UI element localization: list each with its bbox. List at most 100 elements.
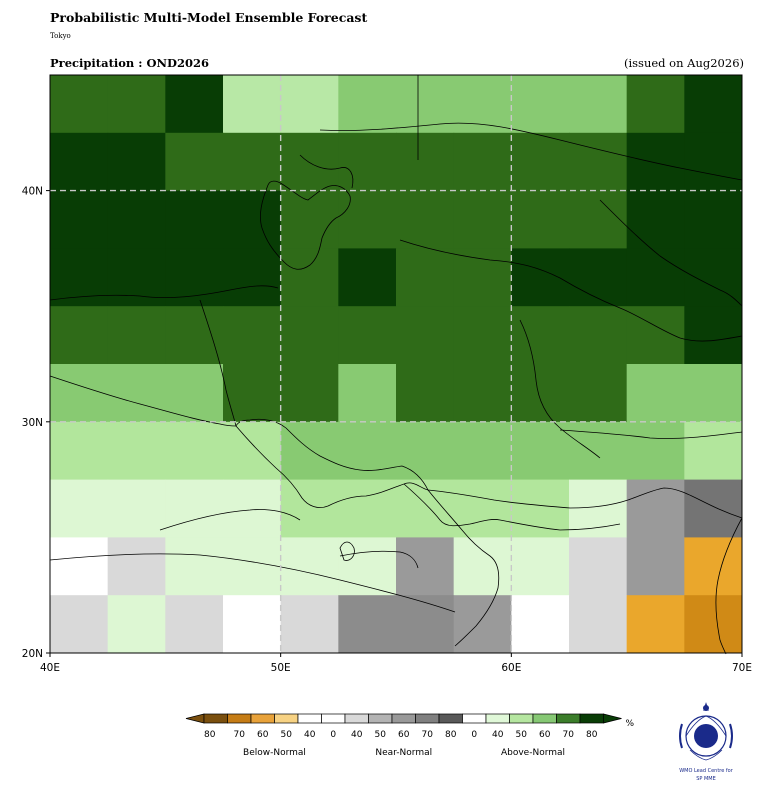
border-afghanistan xyxy=(399,239,743,342)
graticule xyxy=(50,75,742,653)
y-tick-label: 30N xyxy=(22,417,43,429)
grid-cell xyxy=(50,595,109,654)
wmo-emblem-icon xyxy=(679,702,733,761)
wmo-logo: WMO Lead Centre for SP MME xyxy=(679,702,734,782)
grid-cell xyxy=(453,75,512,134)
colorbar-group-label: Above-Normal xyxy=(501,748,565,758)
grid-cell xyxy=(280,364,339,423)
grid-cell xyxy=(511,364,570,423)
grid-cell xyxy=(107,132,166,192)
colorbar-tick-label: 40 xyxy=(304,730,316,740)
grid-cell xyxy=(626,248,685,307)
colorbar-group-label: Below-Normal xyxy=(243,748,306,758)
colorbar-segment xyxy=(227,713,252,724)
grid-cell xyxy=(223,537,282,596)
colorbar-segment xyxy=(415,713,440,724)
colorbar-right-arrow xyxy=(603,713,622,724)
border-iraq xyxy=(199,299,237,427)
grid-cell xyxy=(569,595,628,654)
colorbar-segment xyxy=(556,713,581,724)
grid-cell xyxy=(569,306,628,365)
grid-cell xyxy=(280,75,339,134)
grid-cell xyxy=(684,75,743,134)
grid-cell xyxy=(453,421,512,481)
grid-cell xyxy=(511,248,570,307)
grid-cell xyxy=(223,190,282,249)
grid-cell xyxy=(107,190,166,249)
colorbar-tick-label: 80 xyxy=(204,730,216,740)
y-tick-label: 20N xyxy=(22,648,43,660)
border-iran-east xyxy=(519,319,601,459)
grid-cell xyxy=(453,132,512,192)
logo-text-line1: WMO Lead Centre for xyxy=(679,768,734,774)
grid-cell xyxy=(165,364,224,423)
colorbar-segment xyxy=(203,713,228,724)
qatar-peninsula xyxy=(339,541,355,561)
grid-cell xyxy=(107,364,166,423)
colorbar-left-arrow xyxy=(185,713,205,724)
grid-cell xyxy=(569,537,628,596)
west-coast xyxy=(49,375,237,427)
grid-cell xyxy=(396,595,455,654)
border-afghan-south xyxy=(559,429,743,439)
logo-text-line2: SP MME xyxy=(696,776,716,782)
grid-cell xyxy=(684,421,743,481)
grid-cell xyxy=(165,248,224,307)
grid-cell xyxy=(50,190,109,249)
x-tick-label: 70E xyxy=(732,662,752,674)
grid-cell xyxy=(511,132,570,192)
colorbar-segment xyxy=(297,713,322,724)
grid-cell xyxy=(223,75,282,134)
colorbar-tick-label: 50 xyxy=(516,730,528,740)
grid-cell xyxy=(511,75,570,134)
grid-cell xyxy=(338,479,397,538)
legend-colorbar: 80 70 60 50 40 0 40 50 60 70 80 0 40 50 60 70 80% Below-N… xyxy=(185,713,635,758)
grid-cell xyxy=(569,364,628,423)
grid-cell xyxy=(684,132,743,192)
uae-border xyxy=(339,550,419,569)
grid-cell xyxy=(50,132,109,192)
grid-cell xyxy=(569,132,628,192)
grid-cell xyxy=(338,364,397,423)
grid-cell xyxy=(569,421,628,481)
grid-cell xyxy=(165,479,224,538)
grid-cell xyxy=(626,190,685,249)
grid-cell xyxy=(626,537,685,596)
horn-border xyxy=(159,509,301,531)
makran-coast xyxy=(427,489,629,509)
grid-cell xyxy=(569,190,628,249)
grid-cell xyxy=(684,595,743,654)
colorbar-segment xyxy=(344,713,369,724)
grid-cell xyxy=(453,537,512,596)
grid-cell xyxy=(626,595,685,654)
indus-coast xyxy=(627,487,743,519)
grid-cell xyxy=(684,190,743,249)
colorbar-tick-label: 80 xyxy=(445,730,457,740)
grid-cell xyxy=(165,306,224,365)
grid-cell xyxy=(165,595,224,654)
border-turkey xyxy=(49,285,279,301)
caspian-sea-outline xyxy=(260,180,351,270)
grid-cell xyxy=(569,248,628,307)
colorbar-tick-label: 0 xyxy=(471,730,477,740)
grid-cell xyxy=(453,190,512,249)
grid-cell xyxy=(569,479,628,538)
grid-cell xyxy=(511,537,570,596)
x-tick-label: 60E xyxy=(501,662,521,674)
grid-cell xyxy=(626,132,685,192)
colorbar-segment xyxy=(532,713,557,724)
colorbar-tick-label: 50 xyxy=(281,730,293,740)
axis-ticks: 40E 50E 60E 70E 40N 30N 20N xyxy=(22,186,752,674)
grid-cell xyxy=(107,421,166,481)
grid-cell xyxy=(50,364,109,423)
grid-cell xyxy=(453,479,512,538)
grid-cell xyxy=(511,421,570,481)
grid-cell xyxy=(280,190,339,249)
grid-cell xyxy=(50,479,109,538)
grid-cell xyxy=(396,248,455,307)
grid-cell xyxy=(280,537,339,596)
grid-cell xyxy=(223,132,282,192)
grid-cell xyxy=(107,306,166,365)
grid-cell xyxy=(223,421,282,481)
